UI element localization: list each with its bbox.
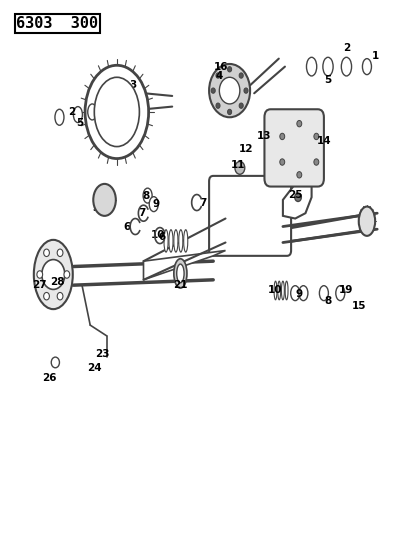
Text: 7: 7 <box>199 198 206 207</box>
Text: 25: 25 <box>287 190 302 199</box>
Circle shape <box>219 77 239 104</box>
Ellipse shape <box>93 184 116 216</box>
Text: 21: 21 <box>173 280 187 290</box>
Text: 3: 3 <box>92 203 100 213</box>
Ellipse shape <box>34 240 73 309</box>
Ellipse shape <box>173 259 187 288</box>
Ellipse shape <box>94 77 139 147</box>
Text: 27: 27 <box>31 280 46 290</box>
Ellipse shape <box>178 230 182 252</box>
Text: 15: 15 <box>351 302 365 311</box>
Ellipse shape <box>88 104 97 120</box>
Circle shape <box>234 161 244 174</box>
Ellipse shape <box>169 230 173 252</box>
Text: 24: 24 <box>87 363 101 373</box>
Text: 10: 10 <box>267 286 281 295</box>
Text: 8: 8 <box>142 191 149 200</box>
Text: 2: 2 <box>342 43 349 53</box>
Text: 26: 26 <box>42 374 56 383</box>
Ellipse shape <box>319 286 328 301</box>
Circle shape <box>227 109 231 115</box>
Circle shape <box>238 103 243 108</box>
Text: 2: 2 <box>68 107 75 117</box>
Text: 12: 12 <box>238 144 253 154</box>
Circle shape <box>64 271 70 278</box>
Circle shape <box>57 249 63 256</box>
Text: 23: 23 <box>95 350 110 359</box>
Circle shape <box>313 159 318 165</box>
Ellipse shape <box>149 197 158 212</box>
Circle shape <box>313 133 318 140</box>
Ellipse shape <box>290 286 299 301</box>
Text: 5: 5 <box>76 118 83 127</box>
Circle shape <box>216 73 220 78</box>
Circle shape <box>216 103 220 108</box>
Ellipse shape <box>85 66 148 159</box>
Circle shape <box>279 133 284 140</box>
FancyBboxPatch shape <box>264 109 323 187</box>
Ellipse shape <box>281 281 284 300</box>
Text: 28: 28 <box>50 278 65 287</box>
Circle shape <box>42 260 65 289</box>
Ellipse shape <box>164 230 168 252</box>
Ellipse shape <box>183 230 187 252</box>
Text: 4: 4 <box>215 71 222 80</box>
Circle shape <box>44 249 49 256</box>
Text: 3: 3 <box>129 80 137 90</box>
Circle shape <box>279 159 284 165</box>
Circle shape <box>57 293 63 300</box>
Ellipse shape <box>362 59 371 75</box>
Ellipse shape <box>209 64 249 117</box>
Polygon shape <box>282 179 311 219</box>
Ellipse shape <box>55 109 64 125</box>
Text: 9: 9 <box>295 289 302 299</box>
Text: 16: 16 <box>213 62 228 71</box>
Ellipse shape <box>358 206 374 236</box>
Ellipse shape <box>173 230 178 252</box>
Circle shape <box>296 120 301 127</box>
Circle shape <box>211 88 215 93</box>
Circle shape <box>51 357 59 368</box>
Circle shape <box>37 271 43 278</box>
Text: 11: 11 <box>230 160 245 170</box>
Ellipse shape <box>335 286 344 301</box>
Ellipse shape <box>277 281 280 300</box>
Text: 7: 7 <box>137 208 145 218</box>
Ellipse shape <box>73 107 82 123</box>
Circle shape <box>294 193 301 201</box>
Text: 5: 5 <box>324 75 331 85</box>
Text: 19: 19 <box>338 286 353 295</box>
Ellipse shape <box>176 264 184 282</box>
Circle shape <box>98 192 110 208</box>
Text: 13: 13 <box>256 131 271 141</box>
Ellipse shape <box>143 188 152 203</box>
Ellipse shape <box>322 58 333 76</box>
Text: 6: 6 <box>123 222 130 231</box>
Circle shape <box>227 67 231 72</box>
Text: 9: 9 <box>152 199 159 208</box>
FancyBboxPatch shape <box>209 176 290 256</box>
Ellipse shape <box>285 281 288 300</box>
Ellipse shape <box>274 281 276 300</box>
Text: 6: 6 <box>158 232 165 242</box>
Ellipse shape <box>306 58 316 76</box>
Polygon shape <box>143 251 225 280</box>
Text: 8: 8 <box>324 296 331 306</box>
Ellipse shape <box>298 286 307 301</box>
Circle shape <box>238 73 243 78</box>
Circle shape <box>296 172 301 178</box>
Text: 10: 10 <box>150 230 165 239</box>
Text: 14: 14 <box>316 136 330 146</box>
Circle shape <box>243 88 247 93</box>
Ellipse shape <box>340 58 351 76</box>
Text: 6303  300: 6303 300 <box>16 16 98 31</box>
Circle shape <box>43 293 49 300</box>
Text: 1: 1 <box>371 51 378 61</box>
